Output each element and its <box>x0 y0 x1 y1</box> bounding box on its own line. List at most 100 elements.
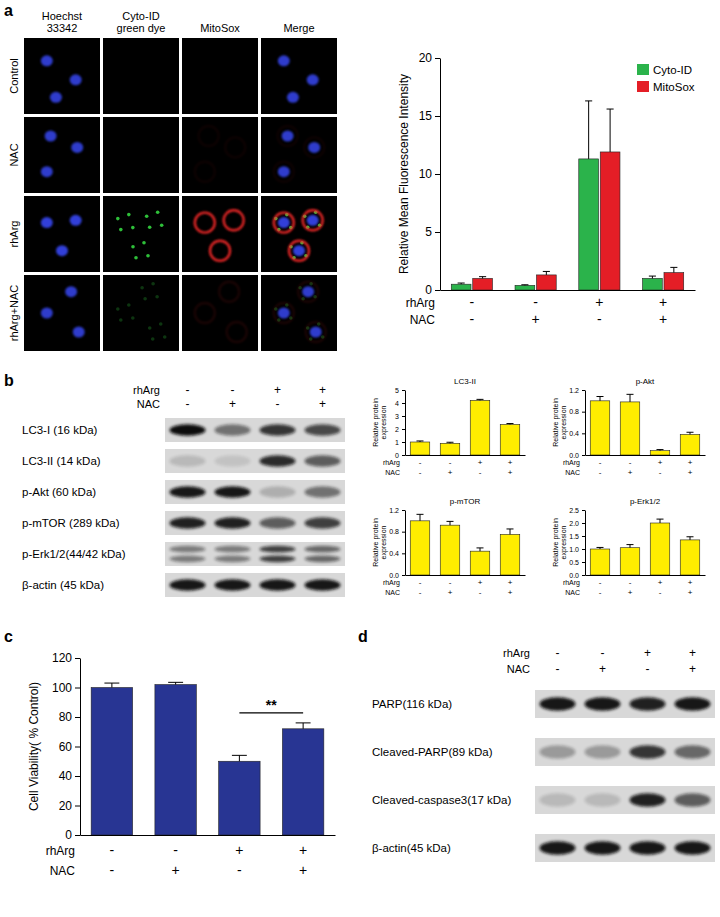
band <box>305 555 341 562</box>
y-tick-label: 0.8 <box>389 528 399 535</box>
western-blot: rhArg--++NAC-+-+LC3-I (16 kDa)LC3-II (14… <box>22 383 345 597</box>
blot-strip <box>535 690 715 718</box>
error-bar <box>626 545 633 548</box>
treatment-sign: - <box>599 468 602 477</box>
cell-content <box>116 51 163 106</box>
y-tick: 0.0 <box>569 572 585 579</box>
bar <box>579 159 599 290</box>
autophagy-puncta <box>163 335 167 339</box>
bar <box>451 284 471 290</box>
blot-strip <box>535 738 715 766</box>
error-cap <box>626 394 633 395</box>
y-axis: 0.00.40.81.2 <box>569 387 585 459</box>
x-axis <box>406 575 526 576</box>
treatment-sign: - <box>231 383 235 397</box>
x-axis-line <box>441 290 696 291</box>
treatment-sign: + <box>508 458 513 467</box>
nucleus <box>293 245 305 256</box>
band <box>260 579 296 591</box>
y-tick-mark <box>402 532 405 533</box>
legend-swatch <box>637 81 649 92</box>
bar <box>219 761 260 835</box>
band <box>260 424 296 436</box>
y-tick-label: 0.4 <box>389 550 399 557</box>
mito-ring <box>227 322 247 342</box>
error-bar <box>649 276 656 278</box>
band <box>630 793 666 806</box>
treatment-label: NAC <box>385 589 400 596</box>
band <box>170 555 206 562</box>
error-bar <box>596 547 603 549</box>
mito-ring <box>195 303 215 323</box>
error-cap <box>476 399 483 400</box>
bar <box>470 551 490 575</box>
y-tick: 60 <box>59 740 80 754</box>
autophagy-puncta <box>116 217 120 221</box>
band-label: LC3-II (14 kDa) <box>22 455 101 467</box>
image-cell <box>103 117 179 193</box>
bar <box>410 442 430 455</box>
error-stem <box>303 723 304 729</box>
chart-title: p-Akt <box>636 377 655 386</box>
y-tick-mark <box>75 717 80 718</box>
bar <box>155 685 196 835</box>
treatment-sign: - <box>110 862 115 878</box>
y-axis-line <box>405 391 406 456</box>
nucleus <box>41 217 53 228</box>
band <box>675 745 711 758</box>
y-tick-label: 120 <box>52 651 72 665</box>
autophagy-puncta <box>156 211 160 215</box>
nucleus <box>70 215 82 226</box>
error-bar <box>670 267 677 272</box>
y-tick: 1.2 <box>389 507 405 514</box>
bar <box>664 273 684 290</box>
y-axis-title: Relative proteinexpression <box>552 398 568 447</box>
y-tick-label: 20 <box>59 799 73 813</box>
y-tick: 15 <box>419 109 440 123</box>
row-label: rhArg+NAC <box>8 285 20 342</box>
error-stem <box>510 529 511 534</box>
bar <box>91 688 132 836</box>
treatment-label: rhArg <box>563 459 580 467</box>
y-axis-line <box>80 659 81 836</box>
bar <box>620 402 640 455</box>
nucleus <box>56 245 68 256</box>
column-title: Merge <box>283 22 314 34</box>
treatment-sign: - <box>173 842 178 858</box>
band-label: β-actin (45 kDa) <box>22 579 104 591</box>
treatment-label: rhArg <box>383 459 400 467</box>
x-axis-line <box>586 575 706 576</box>
plot-area <box>590 519 700 575</box>
autophagy-puncta <box>155 295 159 299</box>
autophagy-puncta <box>127 213 131 217</box>
autophagy-puncta <box>131 316 135 320</box>
x-axis-line <box>586 455 706 456</box>
treatment-sign: + <box>448 468 453 477</box>
y-tick: 2.5 <box>569 507 585 514</box>
nucleus <box>278 308 290 319</box>
y-tick-mark <box>75 688 80 689</box>
treatment-label: NAC <box>410 313 436 327</box>
treatment-sign: - <box>470 311 475 327</box>
band-label: LC3-I (16 kDa) <box>22 424 98 436</box>
figure-canvas: abcdHoechst33342Cyto-IDgreen dyeMitoSoxM… <box>0 0 720 917</box>
treatment-sign: - <box>659 588 662 597</box>
error-bar <box>543 271 550 274</box>
plot-area <box>451 101 683 290</box>
autophagy-puncta <box>143 297 147 301</box>
x-axis-line <box>406 455 526 456</box>
error-cap <box>686 432 693 433</box>
error-bar <box>446 521 453 525</box>
treatment-sign: - <box>629 578 632 587</box>
treatment-sign: + <box>229 397 236 411</box>
y-tick: 2 <box>395 426 405 433</box>
treatment-sign: + <box>688 458 693 467</box>
chart: 0.00.51.01.52.02.5p-Erk1/2Relative prote… <box>552 497 706 597</box>
y-tick-label: 0.4 <box>569 430 579 437</box>
error-stem <box>546 271 547 274</box>
error-bar <box>168 682 183 684</box>
nucleus <box>41 166 53 177</box>
error-bar <box>479 277 486 279</box>
y-tick-mark <box>402 403 405 404</box>
nucleus <box>307 74 319 85</box>
